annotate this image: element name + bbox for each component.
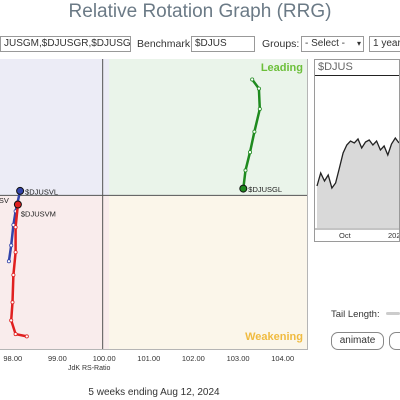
price-plot bbox=[315, 136, 399, 230]
footer-caption: 5 weeks ending Aug 12, 2024 bbox=[88, 387, 220, 398]
price-chart-title: $DJUS bbox=[318, 61, 353, 73]
tail-line-djusvm bbox=[9, 204, 28, 338]
symbols-input[interactable]: JUSGM,$DJUSGR,$DJUSGS bbox=[0, 36, 131, 52]
period-select[interactable]: 1 year bbox=[369, 36, 400, 52]
page-title: Relative Rotation Graph (RRG) bbox=[68, 1, 332, 22]
tail-point bbox=[9, 318, 14, 323]
x-tick-label: 98.00 bbox=[3, 354, 23, 363]
price-x-tick: Oct bbox=[339, 231, 351, 240]
chevron-down-icon: ▾ bbox=[356, 39, 361, 48]
head-point[interactable] bbox=[16, 186, 25, 195]
x-tick-label: 104.00 bbox=[271, 354, 295, 363]
quadrant-weakening bbox=[109, 196, 307, 349]
series-label: $DJUSGL bbox=[248, 185, 282, 194]
tail-point bbox=[247, 150, 252, 155]
rrg-series-group: $DJUSGL $DJUSVL $DJUSVM $DJUSV bbox=[0, 77, 282, 339]
quadrant-label-weakening: Weakening bbox=[245, 331, 303, 343]
groups-select-value: - Select - bbox=[305, 38, 346, 49]
tail-point bbox=[13, 250, 18, 255]
tail-point bbox=[9, 243, 14, 248]
x-tick-label: 99.00 bbox=[48, 354, 67, 363]
tail-point bbox=[13, 225, 18, 230]
animate-button[interactable]: animate bbox=[331, 332, 384, 350]
tail-point bbox=[252, 129, 257, 134]
secondary-button[interactable] bbox=[389, 332, 400, 350]
series-label: $DJUSV bbox=[0, 196, 9, 205]
rrg-chart: Leading Weakening $DJUSGL$DJUSVL$DJUSVM$… bbox=[0, 59, 308, 350]
groups-label: Groups: bbox=[262, 38, 300, 50]
benchmark-label: Benchmark: bbox=[137, 38, 194, 50]
tail-point bbox=[13, 332, 18, 337]
price-chart: $DJUS Oct 202 bbox=[314, 59, 400, 242]
tail-length-slider[interactable] bbox=[386, 312, 400, 315]
x-axis-label: JdK RS-Ratio bbox=[68, 365, 111, 372]
tail-point bbox=[10, 300, 15, 305]
quadrant-label-leading: Leading bbox=[260, 62, 303, 74]
groups-select[interactable]: - Select - ▾ bbox=[301, 36, 364, 52]
quadrant-improving bbox=[0, 59, 109, 196]
toolbar: JUSGM,$DJUSGR,$DJUSGS Benchmark: $DJUS G… bbox=[0, 36, 400, 54]
rrg-plot: $DJUSGL $DJUSVL $DJUSVM $DJUSV bbox=[0, 59, 307, 349]
price-line bbox=[316, 136, 399, 190]
quadrant-lagging bbox=[0, 196, 109, 349]
x-tick-label: 103.00 bbox=[226, 354, 250, 363]
tail-length-label: Tail Length: bbox=[331, 309, 380, 320]
tail-point bbox=[6, 259, 11, 264]
tail-point bbox=[250, 77, 255, 82]
tail-point bbox=[257, 107, 262, 112]
tail-point bbox=[243, 168, 248, 173]
tail-point bbox=[11, 272, 16, 277]
series-label: $DJUSVL bbox=[25, 187, 58, 196]
x-tick-label: 101.00 bbox=[137, 354, 161, 363]
tail-point bbox=[24, 334, 29, 339]
tail-point bbox=[256, 86, 261, 91]
head-point[interactable] bbox=[13, 200, 22, 209]
price-chart-divider bbox=[315, 75, 399, 76]
x-tick-label: 102.00 bbox=[181, 354, 205, 363]
x-tick-label: 100.00 bbox=[92, 354, 116, 363]
series-label: $DJUSVM bbox=[21, 210, 56, 219]
price-area bbox=[317, 138, 399, 228]
benchmark-input[interactable]: $DJUS bbox=[191, 36, 255, 52]
head-point[interactable] bbox=[239, 184, 248, 193]
quadrant-leading bbox=[109, 59, 307, 196]
price-x-tick: 202 bbox=[388, 231, 400, 240]
